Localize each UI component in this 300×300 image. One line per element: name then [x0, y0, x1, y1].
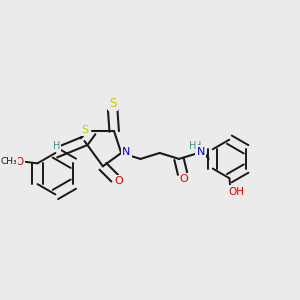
Text: N: N [122, 146, 131, 157]
Text: N: N [196, 146, 205, 157]
Text: O: O [16, 157, 24, 167]
Text: OH: OH [228, 187, 244, 196]
Text: O: O [114, 176, 123, 186]
Text: O: O [180, 174, 188, 184]
Text: S: S [81, 125, 88, 135]
Text: S: S [109, 97, 116, 110]
Text: H: H [194, 142, 201, 152]
Text: H: H [53, 141, 60, 152]
Text: H: H [189, 141, 197, 151]
Text: CH₃: CH₃ [0, 158, 17, 166]
